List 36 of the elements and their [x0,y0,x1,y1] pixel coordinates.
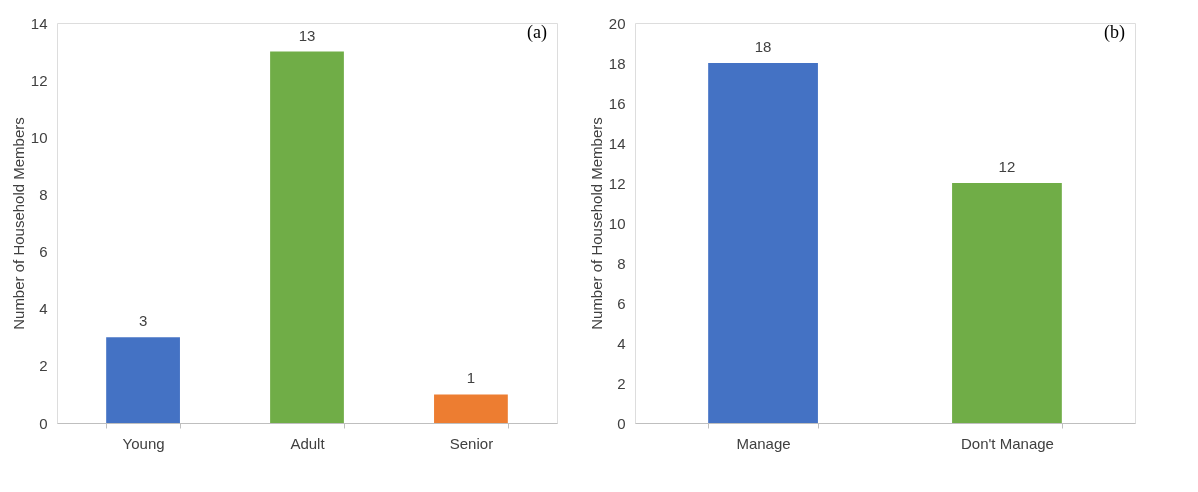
y-tick-label: 10 [608,214,626,232]
bar [434,394,508,423]
y-tick-label: 0 [617,414,626,432]
y-tick-label: 4 [617,334,626,352]
y-tick-label: 14 [608,134,626,152]
y-tick-label: 6 [617,294,626,312]
y-axis-title: Number of Household Members [9,117,27,330]
y-tick-label: 8 [39,185,48,203]
y-tick-label: 12 [30,71,48,89]
y-tick-label: 2 [617,374,626,392]
data-label: 12 [998,158,1016,175]
annotation: (a) [527,22,547,43]
x-tick-label: Senior [449,434,494,452]
y-tick-label: 18 [608,54,626,72]
y-tick-label: 6 [39,243,48,261]
y-tick-label: 2 [39,357,48,375]
x-tick-label: Adult [290,434,326,452]
y-tick-label: 10 [30,128,48,146]
annotation: (b) [1104,22,1125,43]
y-tick-label: 20 [608,14,626,32]
data-label: 3 [138,312,148,330]
bar [106,337,180,423]
x-tick-label: Don't Manage [960,434,1054,452]
data-label: 18 [754,38,772,55]
bar [270,51,344,423]
y-tick-label: 4 [39,300,48,318]
y-axis-title: Number of Household Members [587,117,605,330]
data-label: 1 [466,369,476,387]
x-tick-label: Young [122,434,165,452]
y-tick-label: 14 [30,14,48,32]
y-tick-label: 8 [617,254,626,272]
y-tick-label: 16 [608,94,626,112]
x-tick-label: Manage [736,434,791,452]
data-label: 13 [298,26,316,44]
y-tick-label: 0 [39,414,48,432]
y-tick-label: 12 [608,174,626,192]
